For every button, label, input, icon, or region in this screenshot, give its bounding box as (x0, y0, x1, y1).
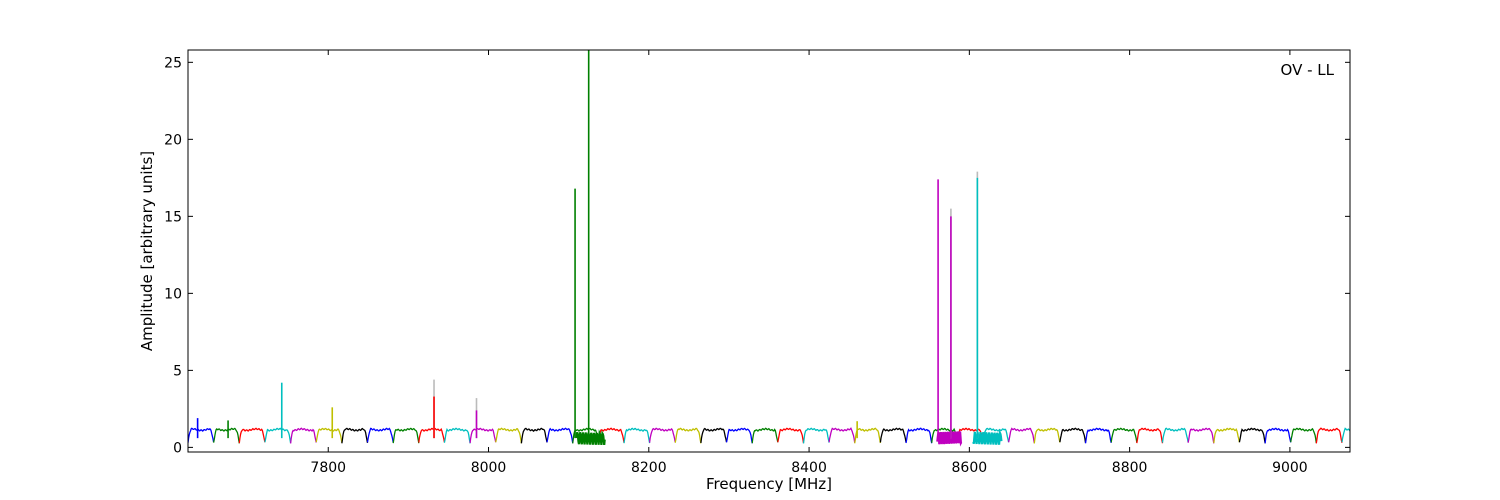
series-line (341, 427, 369, 444)
series-line (212, 427, 240, 444)
x-axis-title: Frequency [MHz] (706, 475, 832, 493)
series-line (546, 427, 574, 444)
series-line (1110, 427, 1138, 443)
x-tick-label: 8200 (631, 460, 667, 476)
series-line (1264, 427, 1292, 444)
series-line (469, 427, 497, 444)
series-line (648, 427, 676, 443)
noisy-series-line (936, 431, 963, 447)
series-line (905, 427, 933, 444)
series-line (674, 427, 702, 444)
series-line (495, 427, 523, 444)
x-tick-label: 8600 (952, 460, 988, 476)
series-layer (188, 427, 1350, 447)
y-axis-ticks: 0 5 10 15 20 25 (164, 55, 1350, 456)
series-line (931, 427, 958, 443)
series-line (520, 427, 548, 444)
series-line (700, 427, 728, 443)
x-tick-label: 9000 (1272, 460, 1308, 476)
series-line (1341, 427, 1350, 443)
series-line (572, 427, 599, 444)
series-line (1187, 427, 1215, 444)
x-tick-label: 8000 (471, 460, 507, 476)
series-line (982, 427, 1010, 444)
series-line (315, 427, 343, 443)
series-line (1290, 427, 1317, 444)
noisy-series-line (575, 429, 606, 446)
series-line (366, 427, 394, 443)
series-line (188, 427, 215, 443)
series-line (828, 427, 856, 443)
x-tick-label: 7800 (310, 460, 346, 476)
series-line (392, 427, 420, 444)
series-line (597, 427, 625, 443)
series-line (879, 427, 907, 443)
series-line (1007, 427, 1035, 444)
series-line (238, 427, 266, 444)
x-tick-label: 8400 (791, 460, 827, 476)
series-line (802, 427, 830, 444)
series-line (1084, 427, 1112, 444)
series-line (777, 427, 805, 444)
y-tick-label: 15 (164, 209, 182, 225)
y-tick-label: 25 (164, 55, 182, 71)
series-line (1213, 427, 1241, 444)
series-line (751, 427, 779, 444)
series-line (1033, 427, 1061, 444)
series-line (623, 427, 651, 444)
series-line (1315, 427, 1343, 444)
series-line (1059, 427, 1087, 443)
series-line (1238, 427, 1266, 444)
plot-frame (187, 49, 1351, 453)
x-tick-label: 8800 (1112, 460, 1148, 476)
spike-layer (196, 50, 979, 439)
y-tick-label: 5 (173, 363, 182, 379)
y-tick-label: 10 (164, 286, 182, 302)
y-tick-label: 0 (173, 440, 182, 456)
series-line (854, 427, 882, 444)
series-line (443, 427, 471, 444)
series-line (1136, 427, 1164, 444)
series-line (289, 427, 317, 444)
series-line (725, 427, 753, 444)
series-line (1161, 427, 1189, 443)
plot-background (188, 50, 1350, 452)
series-line (418, 427, 446, 443)
y-tick-label: 20 (164, 132, 182, 148)
series-line (956, 427, 984, 444)
series-line (264, 427, 292, 444)
y-axis-title: Amplitude [arbitrary units] (138, 151, 156, 351)
x-axis-ticks: 7800 8000 8200 8400 8600 8800 9000 (310, 50, 1308, 476)
chart-annotation: OV - LL (1281, 61, 1335, 79)
